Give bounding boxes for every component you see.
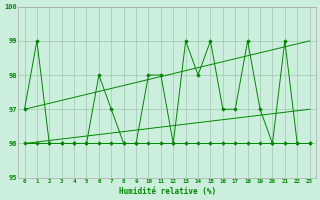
X-axis label: Humidité relative (%): Humidité relative (%) [118,187,216,196]
